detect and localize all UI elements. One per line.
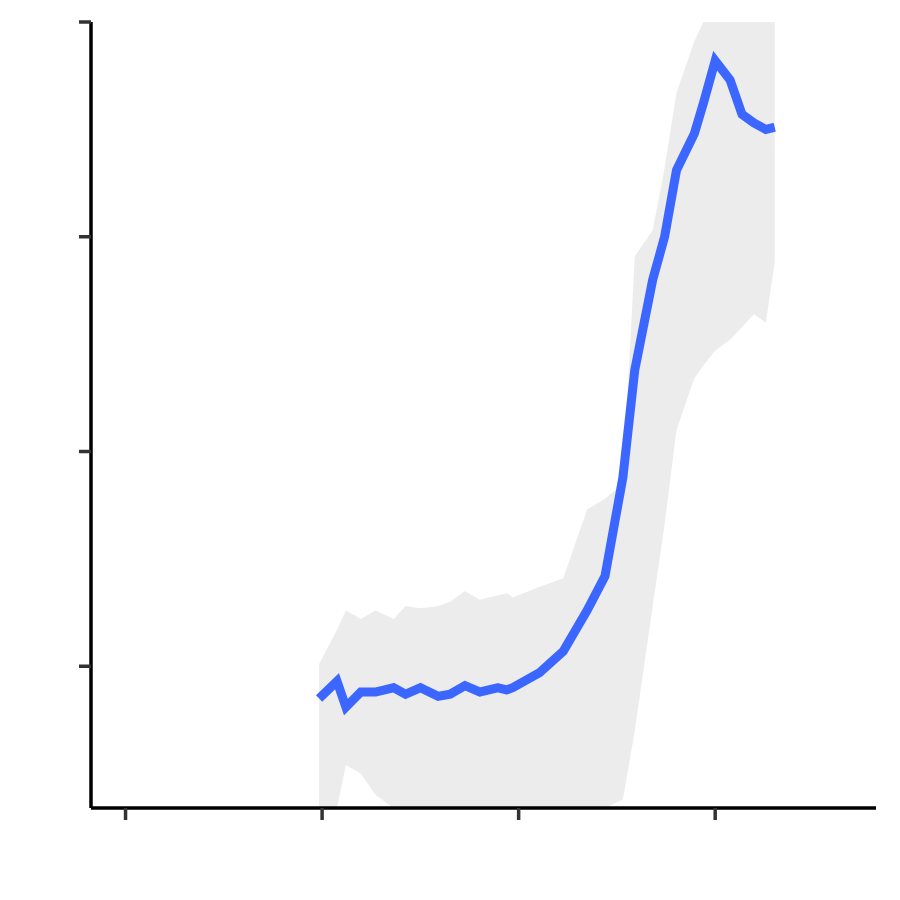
x-ticks: [123, 808, 717, 820]
y-ticks: [79, 20, 91, 669]
axes: [79, 20, 876, 820]
confidence-band: [319, 22, 775, 808]
plot-area: [315, 22, 776, 808]
series-line: [315, 50, 776, 716]
